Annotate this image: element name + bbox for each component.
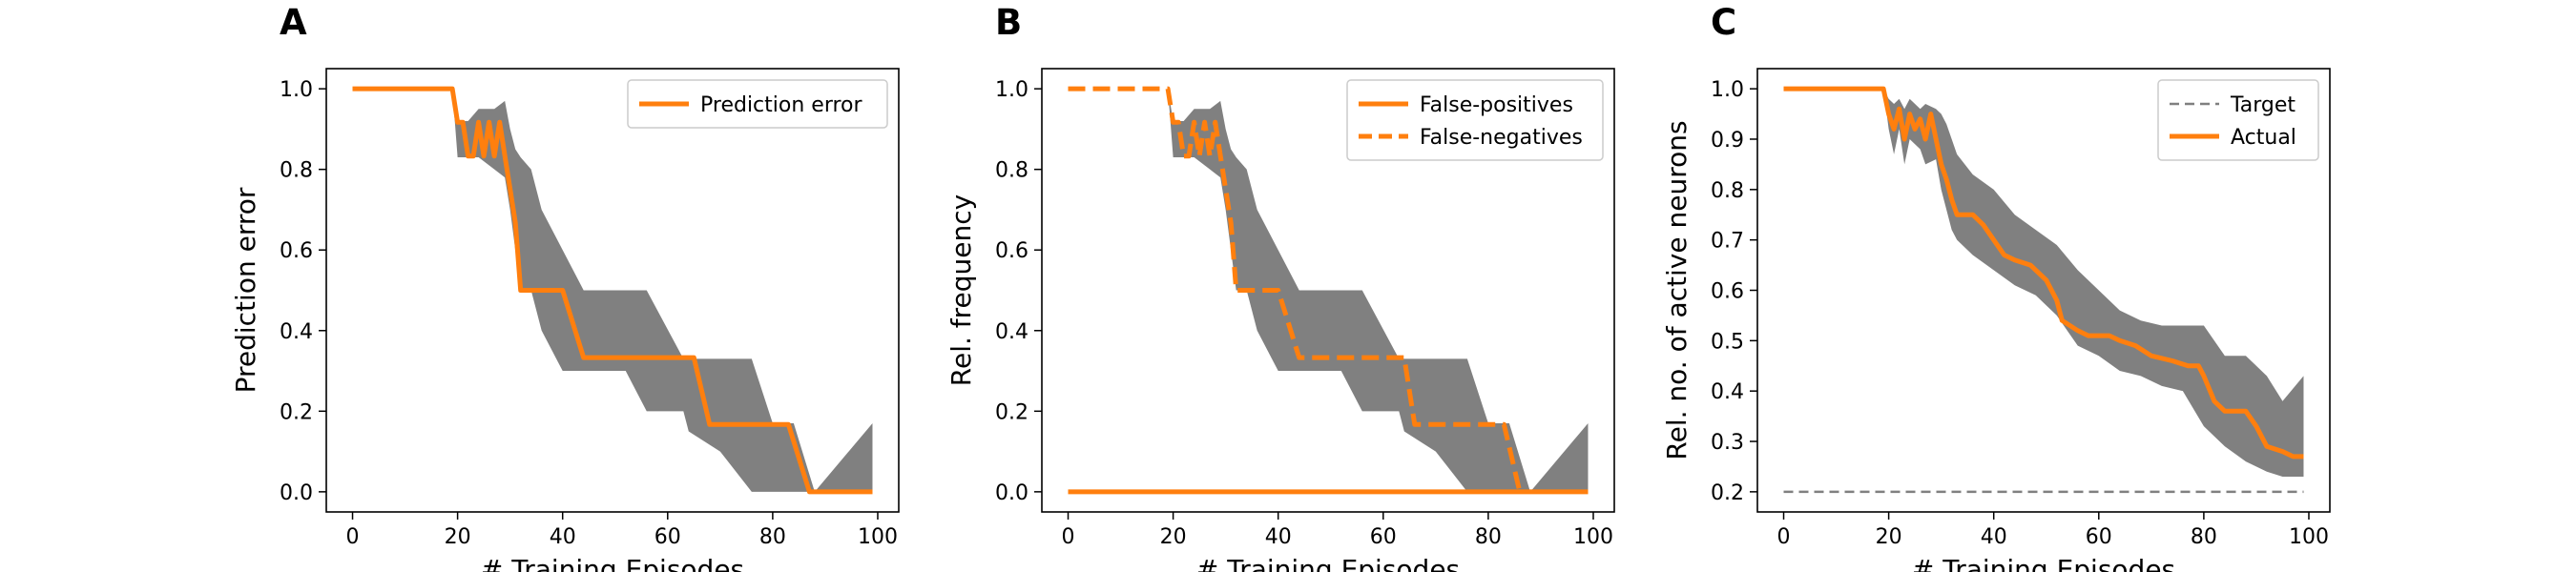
x-tick-label-c-5: 100 [2289,525,2329,549]
panel-c: C 0 20 40 60 80 100 0.2 0.3 0.4 0.5 0.6 0.7 0.8 0.9 1.… [1661,2,2331,572]
panel-letter-c: C [1711,2,1736,43]
series-line-a-1 [352,86,873,495]
x-tick-label-c-0: 0 [1777,525,1791,549]
series-line-b-2 [1068,86,1523,493]
x-tick-label-a-1: 20 [445,525,471,549]
panel-letter-a: A [280,2,307,43]
y-tick-label-c-6: 0.8 [1711,179,1744,203]
x-tick-label-c-2: 40 [1981,525,2007,549]
y-axis-label-b: Rel. frequency [945,194,977,386]
x-tick-label-a-5: 100 [858,525,898,549]
y-tick-label-c-3: 0.5 [1711,330,1744,354]
y-axis-label-c: Rel. no. of active neurons [1661,120,1693,460]
panel-b: B 0 20 40 60 80 100 0.0 0.2 0.4 0.6 0.8 1.0 # Train… [945,2,1615,572]
x-tick-label-b-5: 100 [1573,525,1613,549]
y-tick-label-c-0: 0.2 [1711,481,1744,505]
legend-a: Prediction error [627,79,888,129]
x-tick-label-b-0: 0 [1062,525,1075,549]
x-tick-label-c-1: 20 [1876,525,1902,549]
x-axis-label-b: # Training Episodes [1196,554,1460,572]
y-tick-label-c-4: 0.6 [1711,280,1744,304]
legend-label-b-1: False-positives [1420,93,1573,117]
x-tick-label-c-4: 80 [2191,525,2217,549]
panel-letter-b: B [995,2,1022,43]
y-tick-label-b-5: 1.0 [995,78,1028,102]
y-tick-label-c-8: 1.0 [1711,78,1744,102]
y-tick-label-a-4: 0.8 [280,159,313,183]
y-tick-label-a-2: 0.4 [280,320,313,344]
legend-label-a-1: Prediction error [700,93,862,117]
y-tick-label-b-4: 0.8 [995,159,1028,183]
y-tick-label-a-3: 0.6 [280,239,313,263]
legend-label-b-2: False-negatives [1420,126,1583,150]
x-tick-label-b-4: 80 [1475,525,1502,549]
confidence-band-c [1783,89,2304,478]
legend-label-c-1: Target [2230,93,2296,117]
y-tick-label-c-7: 0.9 [1711,129,1744,153]
series-line-c-2 [1783,86,2304,460]
panel-a: A 0 20 40 60 80 100 0.0 0.2 0.4 0.6 0.8 1.0 # Train… [230,2,900,572]
x-tick-label-a-4: 80 [759,525,786,549]
x-axis-label-a: # Training Episodes [481,554,744,572]
axes-frame-a [325,68,900,513]
y-tick-label-c-5: 0.7 [1711,230,1744,254]
x-tick-label-a-2: 40 [550,525,576,549]
x-axis-label-c: # Training Episodes [1912,554,2175,572]
legend-b: False-positives False-negatives [1346,79,1604,161]
legend-label-c-2: Actual [2231,126,2296,150]
x-tick-label-b-1: 20 [1160,525,1187,549]
x-tick-label-b-2: 40 [1265,525,1292,549]
confidence-band-a [352,89,873,492]
y-axis-label-a: Prediction error [230,187,261,393]
y-tick-label-b-0: 0.0 [995,481,1028,505]
x-tick-label-c-3: 60 [2086,525,2112,549]
legend-c: Target Actual [2157,79,2319,161]
confidence-band-b [1068,89,1589,492]
y-tick-label-b-3: 0.6 [995,239,1028,263]
y-tick-label-b-2: 0.4 [995,320,1028,344]
x-tick-label-b-3: 60 [1370,525,1397,549]
y-tick-label-a-5: 1.0 [280,78,313,102]
y-tick-label-a-0: 0.0 [280,481,313,505]
y-tick-label-b-1: 0.2 [995,400,1028,424]
y-tick-label-c-2: 0.4 [1711,380,1744,404]
axes-frame-b [1041,68,1615,513]
y-tick-label-a-1: 0.2 [280,400,313,424]
x-tick-label-a-3: 60 [654,525,681,549]
y-tick-label-c-1: 0.3 [1711,431,1744,455]
x-tick-label-a-0: 0 [346,525,360,549]
